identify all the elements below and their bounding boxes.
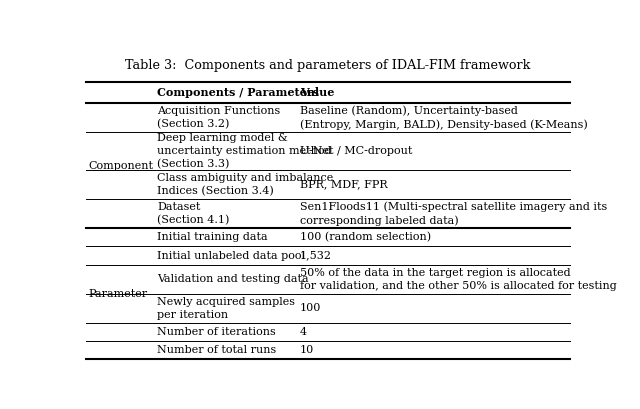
Text: Components / Parameters: Components / Parameters	[157, 87, 319, 98]
Text: 10: 10	[300, 345, 314, 355]
Text: Newly acquired samples
per iteration: Newly acquired samples per iteration	[157, 297, 296, 319]
Text: Sen1Floods11 (Multi-spectral satellite imagery and its
corresponding labeled dat: Sen1Floods11 (Multi-spectral satellite i…	[300, 202, 607, 226]
Text: 100 (random selection): 100 (random selection)	[300, 232, 431, 243]
Text: Parameter: Parameter	[88, 289, 147, 299]
Text: 4: 4	[300, 327, 307, 337]
Text: Initial training data: Initial training data	[157, 232, 268, 242]
Text: Initial unlabeled data pool: Initial unlabeled data pool	[157, 251, 305, 261]
Text: Component: Component	[88, 161, 153, 171]
Text: Class ambiguity and imbalance
Indices (Section 3.4): Class ambiguity and imbalance Indices (S…	[157, 173, 333, 196]
Text: 50% of the data in the target region is allocated
for validation, and the other : 50% of the data in the target region is …	[300, 268, 616, 291]
Text: Number of iterations: Number of iterations	[157, 327, 276, 337]
Text: Number of total runs: Number of total runs	[157, 345, 276, 355]
Text: 1,532: 1,532	[300, 251, 332, 261]
Text: Value: Value	[300, 87, 334, 98]
Text: 100: 100	[300, 303, 321, 313]
Text: Validation and testing data: Validation and testing data	[157, 274, 309, 284]
Text: Deep learning model &
uncertainty estimation method
(Section 3.3): Deep learning model & uncertainty estima…	[157, 133, 332, 169]
Text: BPR, MDF, FPR: BPR, MDF, FPR	[300, 180, 387, 190]
Text: Table 3:  Components and parameters of IDAL-FIM framework: Table 3: Components and parameters of ID…	[125, 59, 531, 72]
Text: U-Net / MC-dropout: U-Net / MC-dropout	[300, 146, 412, 156]
Text: Dataset
(Section 4.1): Dataset (Section 4.1)	[157, 202, 230, 225]
Text: Acquisition Functions
(Section 3.2): Acquisition Functions (Section 3.2)	[157, 106, 280, 129]
Text: Baseline (Random), Uncertainty-based
(Entropy, Margin, BALD), Density-based (K-M: Baseline (Random), Uncertainty-based (En…	[300, 106, 588, 130]
